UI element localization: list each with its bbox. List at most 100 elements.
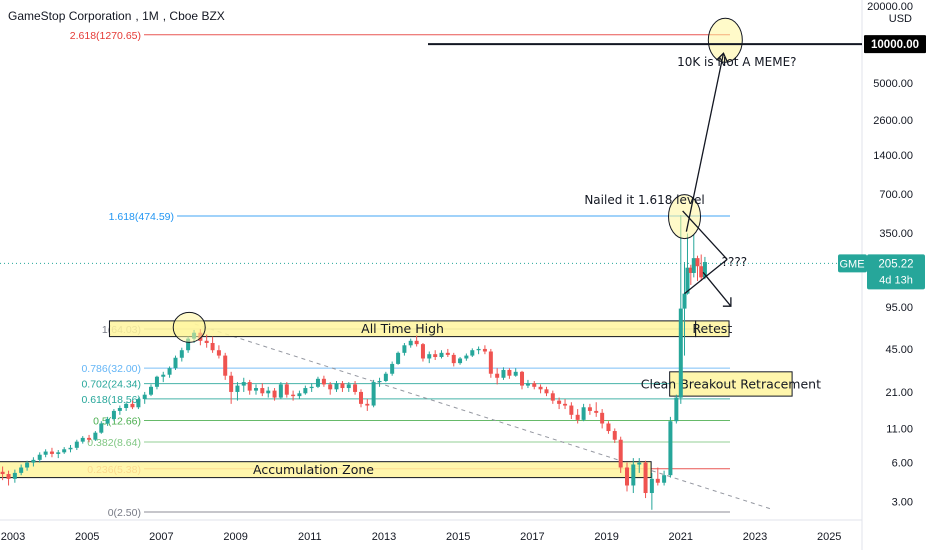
candle-body bbox=[612, 431, 617, 440]
candle-body bbox=[173, 357, 178, 369]
x-tick-label: 2021 bbox=[669, 531, 693, 543]
candle-body bbox=[439, 352, 444, 358]
candle-body bbox=[154, 376, 159, 387]
candle-body bbox=[291, 394, 296, 397]
candle-body bbox=[507, 369, 512, 376]
candle-body bbox=[674, 397, 679, 422]
candle-body bbox=[569, 405, 574, 415]
exchange-label: Cboe BZX bbox=[169, 9, 225, 23]
candle-body bbox=[408, 340, 413, 346]
candle-body bbox=[328, 384, 333, 390]
breakout-retracement-zone bbox=[669, 371, 793, 397]
candle-body bbox=[247, 382, 252, 391]
target-price-badge bbox=[864, 35, 926, 54]
nailed-annotation: Nailed it 1.618 level bbox=[584, 193, 704, 207]
symbol-badge bbox=[838, 254, 867, 273]
drop-arrow-head bbox=[722, 297, 732, 307]
candle-body bbox=[254, 388, 259, 391]
candle-body bbox=[167, 368, 172, 375]
chart-header: GameStop Corporation, 1M, Cboe BZX bbox=[8, 9, 225, 23]
x-tick-label: 2023 bbox=[743, 531, 767, 543]
last-price-countdown: 4d 13h bbox=[879, 274, 913, 286]
candle-body bbox=[544, 389, 549, 394]
fib-label: 2.618(1270.65) bbox=[70, 30, 141, 42]
y-tick-label: 350.00 bbox=[879, 228, 913, 240]
candle-body bbox=[117, 407, 122, 411]
candle-body bbox=[12, 472, 17, 479]
fib-label: 0(2.50) bbox=[108, 507, 141, 519]
fib-label: 0.382(8.64) bbox=[87, 437, 141, 449]
candle-body bbox=[353, 384, 358, 392]
candle-body bbox=[594, 410, 599, 413]
last-price-value: 205.22 bbox=[878, 258, 913, 270]
x-tick-label: 2009 bbox=[223, 531, 247, 543]
candle-body bbox=[501, 369, 506, 378]
x-tick-label: 2013 bbox=[372, 531, 396, 543]
candle-body bbox=[0, 471, 5, 475]
candle-body bbox=[482, 348, 487, 352]
retest-zone bbox=[695, 320, 730, 338]
candle-body bbox=[358, 391, 363, 404]
candle-body bbox=[525, 383, 530, 386]
x-tick-label: 2017 bbox=[520, 531, 544, 543]
candle-body bbox=[19, 467, 24, 473]
candle-body bbox=[87, 437, 92, 440]
interval-label[interactable]: 1M bbox=[142, 9, 159, 23]
fib-label: 0.786(32.00) bbox=[81, 363, 141, 375]
candle-body bbox=[691, 258, 696, 273]
candle-body bbox=[575, 414, 580, 420]
candle-body bbox=[655, 478, 660, 483]
candle-body bbox=[235, 385, 240, 392]
candle-body bbox=[695, 258, 700, 267]
candle-body bbox=[62, 449, 67, 453]
candle-body bbox=[600, 412, 605, 424]
y-tick-label: 11.00 bbox=[886, 423, 913, 435]
candle-body bbox=[383, 373, 388, 381]
candle-body bbox=[179, 350, 184, 358]
y-tick-label: 45.00 bbox=[885, 344, 913, 356]
candle-body bbox=[390, 363, 395, 374]
accumulation-zone bbox=[0, 461, 652, 479]
candle-body bbox=[130, 403, 135, 408]
accumulation-zone-label: Accumulation Zone bbox=[253, 462, 374, 477]
candle-body bbox=[25, 462, 30, 468]
candle-body bbox=[210, 343, 215, 351]
candle-body bbox=[56, 452, 61, 454]
candle-body bbox=[662, 475, 667, 483]
candle-body bbox=[284, 384, 289, 395]
retest-zone-label: Retest bbox=[692, 321, 732, 336]
candle-body bbox=[631, 464, 636, 486]
candle-body bbox=[637, 462, 642, 465]
fib-label: 1.618(474.59) bbox=[109, 211, 174, 223]
candle-body bbox=[105, 418, 110, 424]
candle-body bbox=[513, 371, 518, 376]
candle-body bbox=[161, 374, 166, 377]
fib-label: 0.702(24.34) bbox=[81, 379, 141, 391]
triangle-upper-line bbox=[682, 210, 728, 260]
candle-body bbox=[420, 344, 425, 359]
symbol-name[interactable]: GameStop Corporation bbox=[8, 9, 132, 23]
candle-body bbox=[520, 371, 525, 386]
candle-body bbox=[581, 407, 586, 420]
breakout-retracement-zone-label: Clean Breakout Retracement bbox=[641, 376, 821, 391]
target-arrow-line bbox=[685, 53, 725, 232]
candle-body bbox=[427, 354, 432, 359]
candle-body bbox=[37, 454, 42, 460]
candle-body bbox=[80, 437, 85, 442]
candle-body bbox=[495, 373, 500, 378]
y-tick-label: 5000.00 bbox=[873, 78, 913, 90]
candle-body bbox=[587, 407, 592, 411]
candle-body bbox=[699, 266, 704, 278]
candle-body bbox=[241, 382, 246, 386]
candle-body bbox=[396, 352, 401, 364]
candle-body bbox=[488, 351, 493, 374]
last-price-badge bbox=[867, 254, 925, 290]
candle-body bbox=[124, 403, 129, 408]
y-tick-label: 2600.00 bbox=[873, 115, 913, 127]
candle-body bbox=[538, 386, 543, 390]
ath-zone-label: All Time High bbox=[361, 321, 444, 336]
symbol-badge-text: GME bbox=[839, 258, 864, 270]
candle-body bbox=[216, 350, 221, 356]
